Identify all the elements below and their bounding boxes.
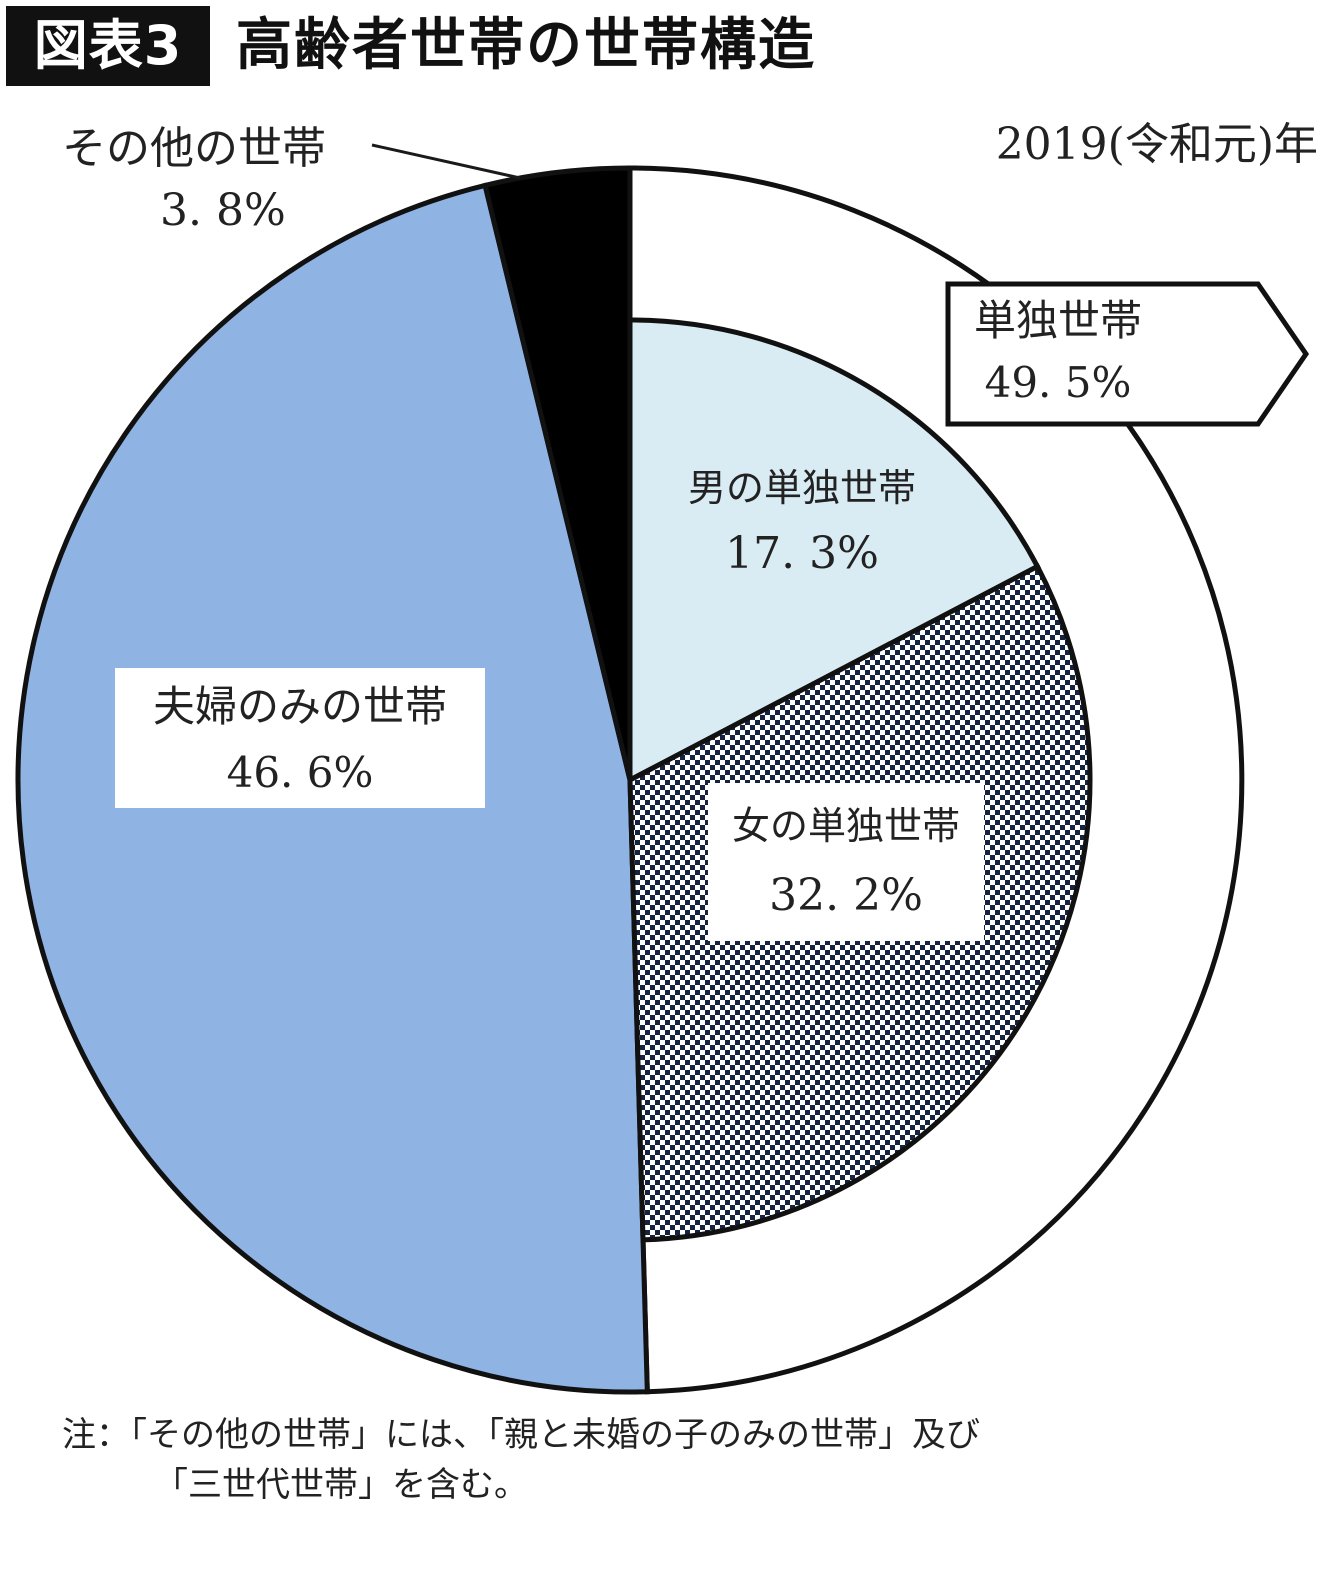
male-label: 男の単独世帯 17. 3% bbox=[662, 455, 942, 587]
male-label-pct: 17. 3% bbox=[725, 528, 879, 579]
female-label-pct: 32. 2% bbox=[769, 870, 923, 921]
couple-label-pct: 46. 6% bbox=[226, 748, 374, 797]
slice-male bbox=[627, 317, 1041, 785]
figure-badge: 図表3 bbox=[6, 6, 210, 86]
single-label-pct: 49. 5% bbox=[984, 358, 1132, 407]
single-label-name: 単独世帯 bbox=[973, 296, 1142, 345]
chart-period: 2019(令和元)年 bbox=[995, 119, 1318, 170]
chart-title: 高齢者世帯の世帯構造 bbox=[236, 13, 816, 78]
single-callout-box bbox=[945, 281, 1310, 427]
footnote-line-1: 注：「その他の世帯」には、「親と未婚の子のみの世帯」及び bbox=[62, 1415, 980, 1455]
slice-other bbox=[482, 165, 633, 781]
other-label-name: その他の世帯 bbox=[62, 123, 326, 174]
footnote: 注：「その他の世帯」には、「親と未婚の子のみの世帯」及び 「三世代世帯」を含む。 bbox=[62, 1410, 980, 1510]
couple-label: 夫婦のみの世帯 46. 6% bbox=[115, 668, 485, 808]
male-label-name: 男の単独世帯 bbox=[687, 466, 916, 510]
other-leader-line bbox=[371, 143, 521, 180]
other-label-pct: 3. 8% bbox=[160, 185, 286, 236]
couple-label-name: 夫婦のみの世帯 bbox=[152, 682, 447, 731]
single-label: 単独世帯 49. 5% bbox=[948, 290, 1168, 414]
female-label-name: 女の単独世帯 bbox=[731, 804, 960, 848]
single-callout-shape bbox=[945, 281, 1310, 427]
other-label: その他の世帯 3. 8% bbox=[62, 118, 382, 242]
female-label: 女の単独世帯 32. 2% bbox=[708, 783, 984, 941]
footnote-line-2: 「三世代世帯」を含む。 bbox=[154, 1465, 528, 1505]
